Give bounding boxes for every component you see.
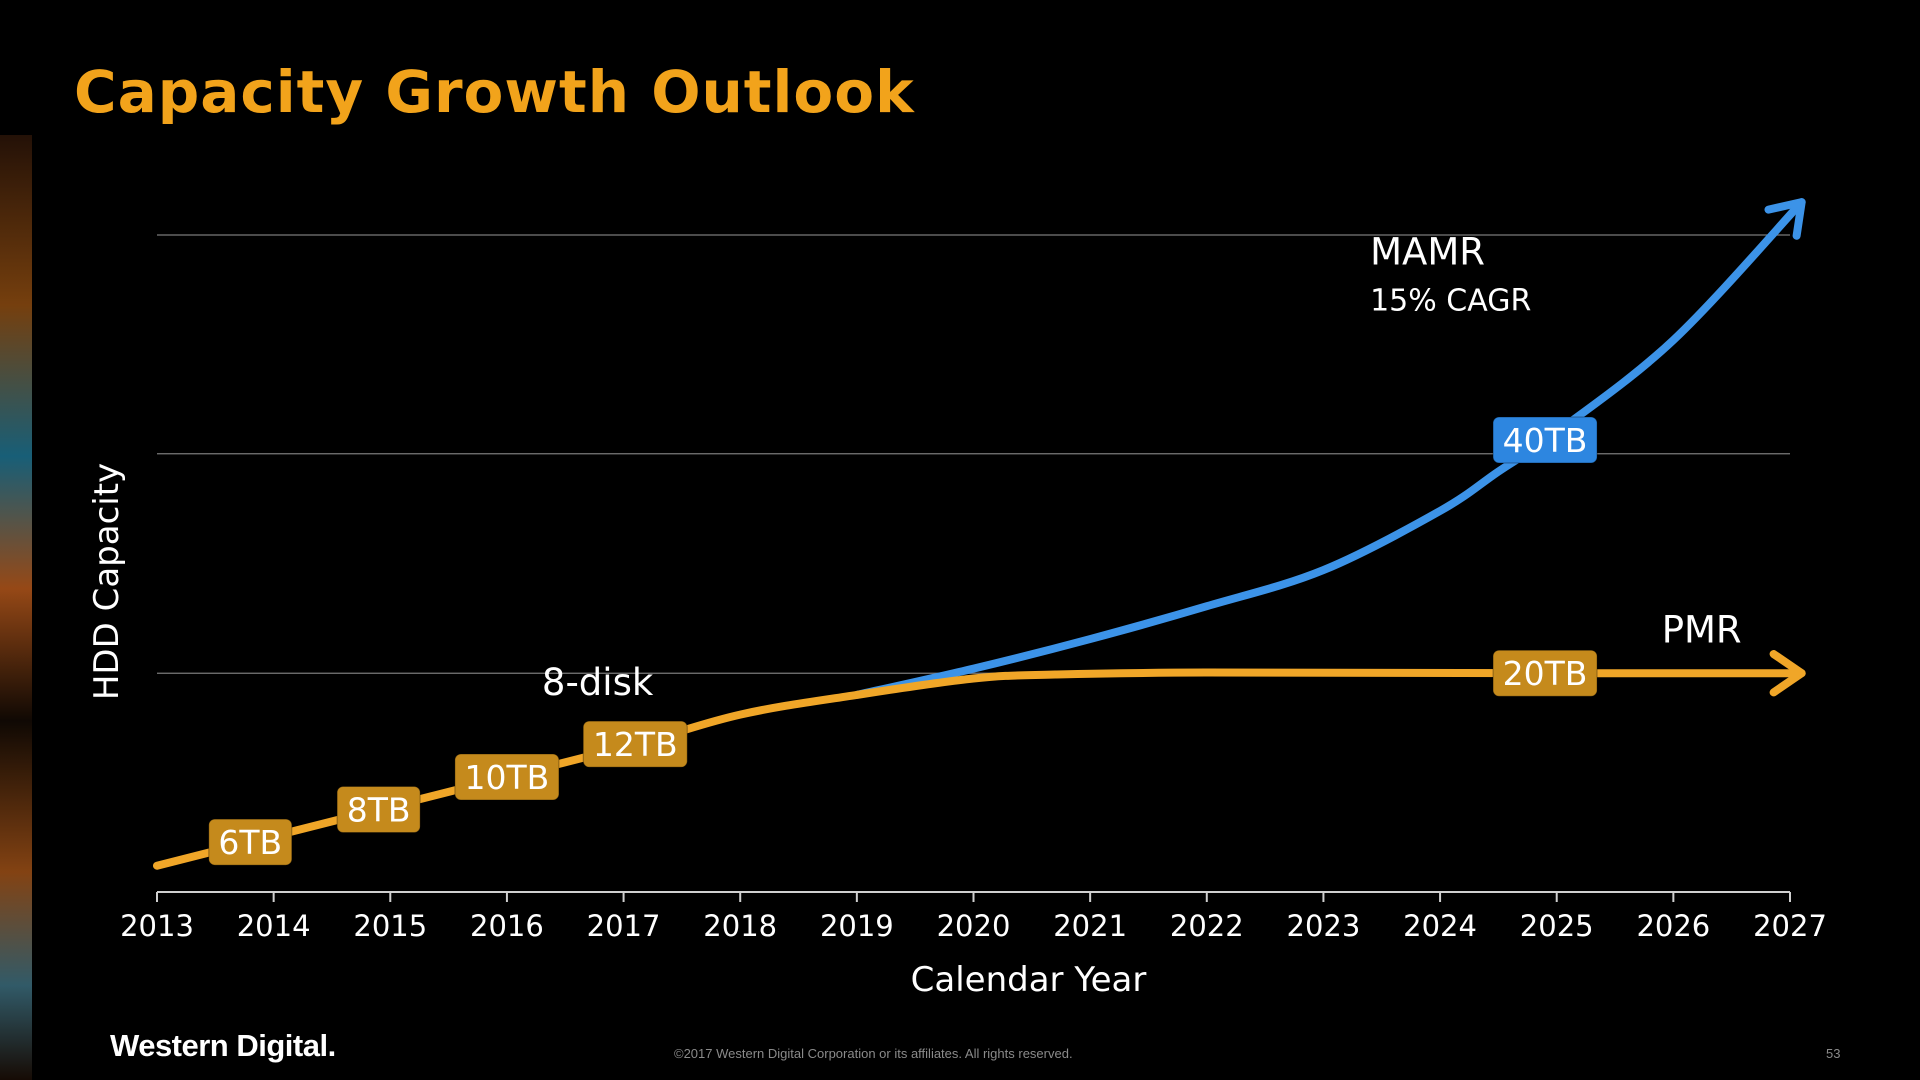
x-tick-label-2022: 2022 [1170, 909, 1244, 943]
x-tick-label-2020: 2020 [937, 909, 1011, 943]
badge-20tb-label: 20TB [1503, 654, 1588, 693]
slide-title: Capacity Growth Outlook [74, 58, 915, 126]
badge-20tb [1492, 649, 1598, 697]
x-tick-label-2014: 2014 [237, 909, 311, 943]
badge-8tb-label: 8TB [347, 791, 411, 830]
x-tick-label-2021: 2021 [1053, 909, 1127, 943]
badge-6tb-label: 6TB [218, 823, 282, 862]
arrowhead-pmr [1769, 650, 1806, 697]
copyright-notice: ©2017 Western Digital Corporation or its… [674, 1046, 1073, 1061]
badge-12tb-label: 12TB [593, 725, 678, 764]
western-digital-logo: Western Digital. [110, 1028, 336, 1063]
badge-12tb [582, 720, 688, 768]
x-tick-label-2024: 2024 [1403, 909, 1477, 943]
decorative-side-art [0, 135, 32, 1080]
x-tick-label-2025: 2025 [1520, 909, 1594, 943]
x-tick-label-2013: 2013 [120, 909, 194, 943]
x-tick-label-2015: 2015 [353, 909, 427, 943]
badge-40tb [1492, 416, 1598, 464]
arrowhead-mamr [1764, 198, 1806, 240]
x-tick-label-2017: 2017 [587, 909, 661, 943]
annotation-mamr: MAMR [1370, 231, 1485, 274]
x-tick-label-2023: 2023 [1287, 909, 1361, 943]
badge-6tb [208, 818, 293, 866]
annotation-8-disk: 8-disk [542, 661, 654, 704]
badge-10tb [454, 753, 560, 801]
x-tick-label-2019: 2019 [820, 909, 894, 943]
page-number: 53 [1826, 1046, 1841, 1061]
x-tick-label-2026: 2026 [1636, 909, 1710, 943]
x-tick-label-2027: 2027 [1753, 909, 1827, 943]
badge-10tb-label: 10TB [465, 758, 550, 797]
badge-40tb-label: 40TB [1503, 421, 1588, 460]
x-tick-label-2018: 2018 [703, 909, 777, 943]
annotation-pmr: PMR [1662, 608, 1742, 651]
series-line-pmr [153, 668, 1806, 870]
series-line-mamr [852, 198, 1806, 699]
x-axis-title: Calendar Year [911, 960, 1147, 1000]
x-tick-label-2016: 2016 [470, 909, 544, 943]
y-axis-title: HDD Capacity [87, 463, 127, 700]
annotation-15-cagr: 15% CAGR [1370, 284, 1531, 319]
badge-8tb [336, 786, 421, 834]
